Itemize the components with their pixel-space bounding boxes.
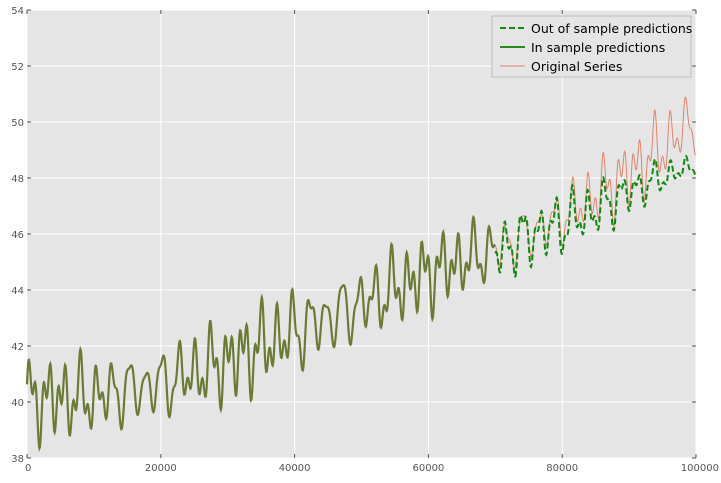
legend-box	[491, 15, 692, 78]
y-tick-label: 44	[11, 286, 24, 297]
x-tick-label: 100000	[681, 463, 719, 474]
in-sample-line	[25, 214, 496, 452]
axis-ticks: 0 20000 40000 60000 80000 100000 38 40 42 44 46 48 5…	[11, 6, 719, 474]
x-tick-label: 0	[25, 463, 31, 474]
legend: Out of sample predictions In sample pred…	[491, 15, 692, 78]
legend-label-out-of-sample: Out of sample predictions	[531, 21, 692, 36]
in-sample-group	[25, 214, 496, 452]
y-tick-label: 42	[11, 342, 24, 353]
y-tick-label: 52	[11, 62, 24, 73]
y-tick-label: 54	[11, 6, 24, 17]
legend-label-in-sample: In sample predictions	[531, 40, 665, 55]
x-tick-label: 80000	[546, 463, 578, 474]
y-tick-label: 38	[11, 454, 24, 465]
y-tick-label: 48	[11, 174, 24, 185]
out-of-sample-group	[494, 154, 697, 278]
x-tick-label: 20000	[145, 463, 177, 474]
out-of-sample-line	[494, 154, 697, 278]
y-tick-label: 50	[11, 118, 24, 129]
x-tick-label: 60000	[412, 463, 444, 474]
y-tick-label: 40	[11, 398, 24, 409]
x-tick-label: 40000	[279, 463, 311, 474]
legend-label-original: Original Series	[531, 59, 622, 74]
y-tick-label: 46	[11, 230, 24, 241]
